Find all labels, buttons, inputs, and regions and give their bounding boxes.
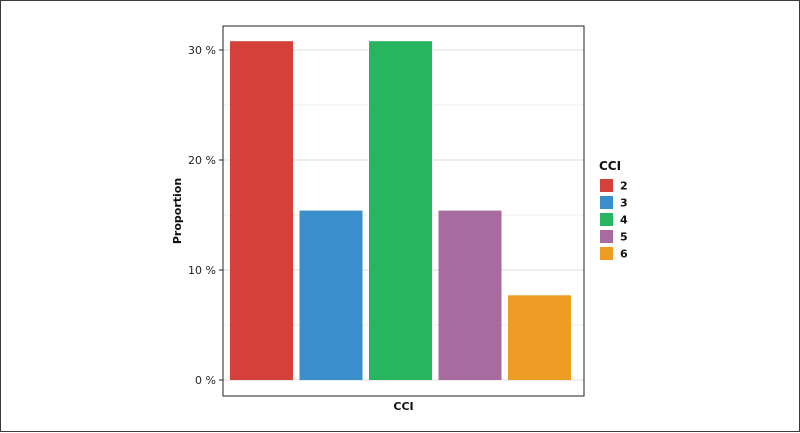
y-tick-label: 20 %	[188, 154, 216, 167]
legend-label-6: 6	[620, 248, 628, 261]
legend-swatch-2	[600, 179, 613, 192]
legend-swatch-3	[600, 196, 613, 209]
y-tick-label: 10 %	[188, 264, 216, 277]
bar-5	[438, 210, 502, 380]
y-axis-label: Proportion	[171, 178, 184, 244]
plot-border	[222, 25, 585, 397]
bar-2	[230, 41, 293, 380]
y-axis-ticks: 0 % 10 % 20 % 30 %	[188, 44, 223, 387]
legend-swatch-6	[600, 247, 613, 260]
legend-swatch-5	[600, 230, 613, 243]
legend-label-5: 5	[620, 231, 628, 244]
bar-3	[299, 210, 363, 380]
bars	[230, 41, 571, 380]
legend-label-2: 2	[620, 180, 628, 193]
bar-4	[369, 41, 432, 380]
legend-title: CCI	[599, 159, 621, 173]
x-axis-label: CCI	[393, 400, 413, 413]
y-tick-label: 30 %	[188, 44, 216, 57]
y-tick-label: 0 %	[195, 374, 216, 387]
bar-6	[508, 295, 571, 380]
legend: CCI 2 3 4 5 6	[599, 159, 628, 261]
legend-label-3: 3	[620, 197, 628, 210]
legend-label-4: 4	[620, 214, 628, 227]
legend-swatch-4	[600, 213, 613, 226]
